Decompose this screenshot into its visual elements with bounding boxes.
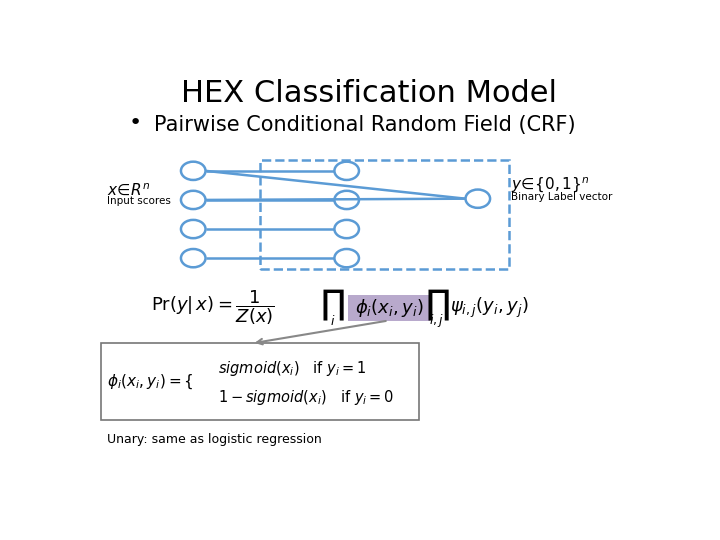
Text: $1 - \mathit{sigmoid}(x_i)$   $\mathrm{if}\ y_i = 0$: $1 - \mathit{sigmoid}(x_i)$ $\mathrm{if}… [218, 388, 395, 407]
Text: Pairwise Conditional Random Field (CRF): Pairwise Conditional Random Field (CRF) [154, 114, 576, 134]
Text: $i$: $i$ [330, 314, 336, 328]
Text: $i,j$: $i,j$ [429, 312, 445, 329]
Bar [260, 160, 508, 269]
Bar [348, 295, 431, 321]
Text: $\prod$: $\prod$ [425, 288, 449, 323]
Text: Binary Label vector: Binary Label vector [511, 192, 613, 202]
Text: $\psi_{i,j}(y_i, y_j)$: $\psi_{i,j}(y_i, y_j)$ [450, 296, 528, 320]
Text: $\prod$: $\prod$ [320, 288, 345, 323]
Bar [101, 343, 419, 420]
Text: •: • [129, 113, 143, 133]
Text: Unary: same as logistic regression: Unary: same as logistic regression [107, 433, 322, 446]
Text: $y\!\in\! \{0,1\}^n$: $y\!\in\! \{0,1\}^n$ [511, 176, 590, 195]
Text: $\mathit{sigmoid}(x_i)$   $\mathrm{if}\ y_i = 1$: $\mathit{sigmoid}(x_i)$ $\mathrm{if}\ y_… [218, 359, 367, 379]
Text: $x\!\in\! R^n$: $x\!\in\! R^n$ [107, 181, 150, 198]
Text: $\phi_i(x_i, y_i) = \{$: $\phi_i(x_i, y_i) = \{$ [107, 373, 194, 391]
Text: HEX Classification Model: HEX Classification Model [181, 79, 557, 109]
Text: $\mathrm{Pr}(y|\, x) = \dfrac{1}{Z(x)}$: $\mathrm{Pr}(y|\, x) = \dfrac{1}{Z(x)}$ [151, 289, 275, 327]
Text: $\phi_i(x_i, y_i)$: $\phi_i(x_i, y_i)$ [355, 296, 423, 319]
Text: Input scores: Input scores [107, 196, 171, 206]
